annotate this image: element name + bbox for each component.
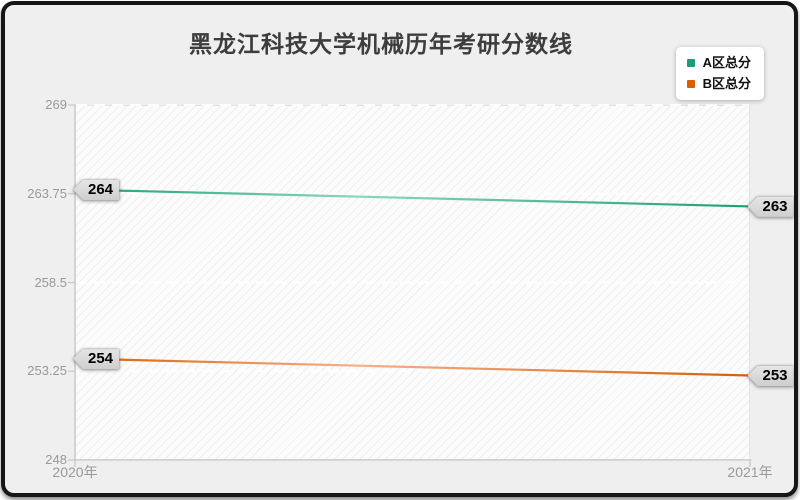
point-value-text: 263 [747, 196, 794, 217]
legend-swatch-b [686, 80, 695, 88]
point-value-tag: 253 [747, 365, 794, 386]
point-value-tag: 263 [747, 196, 794, 217]
y-tick-label: 253.25 [27, 363, 67, 379]
x-tick-label: 2021年 [727, 464, 773, 480]
plot-area [75, 105, 750, 460]
y-tick-label: 269 [45, 97, 67, 112]
y-tick-label: 263.75 [27, 185, 67, 201]
legend-label-b: B区总分 [702, 76, 751, 91]
point-value-text: 253 [747, 365, 794, 386]
legend-swatch-a [686, 59, 695, 67]
chart-title: 黑龙江科技大学机械历年考研分数线 [189, 31, 573, 57]
y-tick-label: 258.5 [34, 274, 67, 290]
legend-label-a: A区总分 [702, 55, 751, 70]
point-value-tag: 254 [73, 348, 119, 370]
legend-item-b[interactable]: B区总分 [686, 76, 751, 92]
point-value-text: 264 [73, 180, 119, 201]
point-value-text: 254 [73, 349, 119, 370]
x-tick-label: 2020年 [52, 464, 98, 480]
legend-item-a[interactable]: A区总分 [686, 55, 751, 71]
y-tick-label: 248 [45, 452, 67, 467]
point-value-tag: 264 [73, 179, 119, 201]
legend: A区总分 B区总分 [675, 47, 764, 100]
